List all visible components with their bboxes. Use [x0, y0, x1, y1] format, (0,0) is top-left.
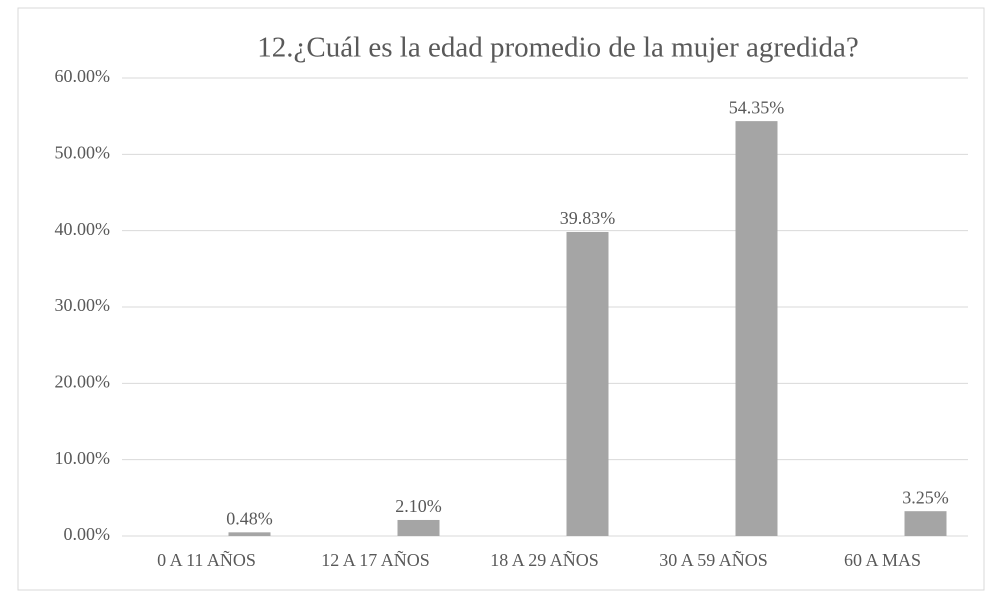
x-tick-label: 0 A 11 AÑOS [157, 549, 256, 570]
bar [397, 519, 440, 536]
bar [566, 231, 609, 536]
data-label: 39.83% [560, 208, 616, 228]
bar [904, 511, 947, 536]
data-label: 3.25% [902, 487, 949, 507]
y-tick-label: 20.00% [55, 371, 111, 391]
chart-border [17, 7, 985, 591]
y-tick-label: 10.00% [55, 448, 111, 468]
y-tick-label: 60.00% [55, 66, 111, 86]
data-label: 54.35% [729, 97, 785, 117]
bar [735, 121, 778, 537]
y-tick-label: 50.00% [55, 142, 111, 162]
chart-title: 12.¿Cuál es la edad promedio de la mujer… [257, 32, 859, 64]
data-label: 2.10% [395, 496, 442, 516]
x-tick-label: 60 A MAS [844, 550, 921, 570]
y-tick-label: 30.00% [55, 295, 111, 315]
y-tick-label: 40.00% [55, 219, 111, 239]
x-tick-label: 30 A 59 AÑOS [659, 549, 768, 570]
bar [228, 532, 271, 536]
x-tick-label: 12 A 17 AÑOS [321, 549, 430, 570]
data-label: 0.48% [226, 508, 273, 528]
x-tick-label: 18 A 29 AÑOS [490, 549, 599, 570]
y-tick-label: 0.00% [64, 524, 111, 544]
